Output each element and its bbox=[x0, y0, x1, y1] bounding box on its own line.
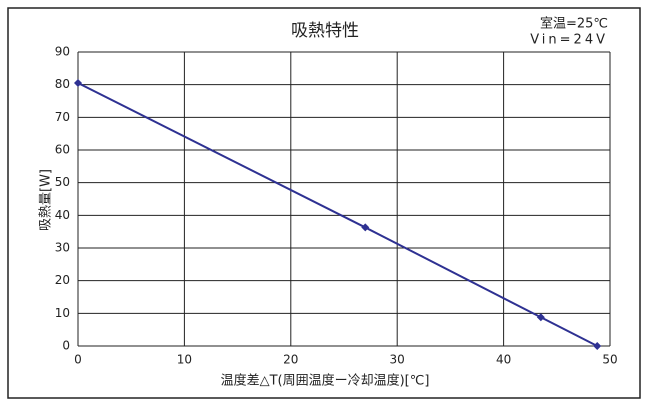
annotation: 室温=25℃ bbox=[540, 16, 608, 32]
data-point bbox=[536, 313, 545, 322]
chart-title: 吸熱特性 bbox=[291, 21, 359, 41]
data-point bbox=[74, 79, 82, 88]
x-tick-label: 40 bbox=[496, 353, 511, 367]
data-point bbox=[593, 342, 602, 350]
y-axis-label: 吸熱量[W] bbox=[39, 169, 54, 231]
y-tick-label: 90 bbox=[55, 45, 70, 59]
y-tick-label: 70 bbox=[55, 110, 70, 124]
x-axis-label: 温度差△T(周囲温度ー冷却温度)[℃] bbox=[221, 373, 430, 389]
data-point bbox=[361, 223, 370, 232]
x-tick-label: 20 bbox=[283, 353, 298, 367]
y-tick-label: 0 bbox=[62, 339, 70, 353]
y-tick-label: 10 bbox=[55, 306, 70, 320]
data-line bbox=[77, 82, 598, 347]
y-tick-label: 30 bbox=[55, 241, 70, 255]
x-tick-label: 30 bbox=[390, 353, 405, 367]
x-tick-label: 50 bbox=[602, 353, 617, 367]
frame bbox=[7, 7, 641, 399]
y-tick-label: 20 bbox=[55, 273, 70, 287]
y-tick-label: 40 bbox=[55, 208, 70, 222]
y-tick-label: 80 bbox=[55, 77, 70, 91]
y-tick-label: 60 bbox=[55, 143, 70, 157]
x-tick-label: 0 bbox=[74, 353, 82, 367]
annotation: Vin=24V bbox=[530, 33, 608, 48]
x-tick-label: 10 bbox=[177, 353, 192, 367]
y-tick-label: 50 bbox=[55, 175, 70, 189]
